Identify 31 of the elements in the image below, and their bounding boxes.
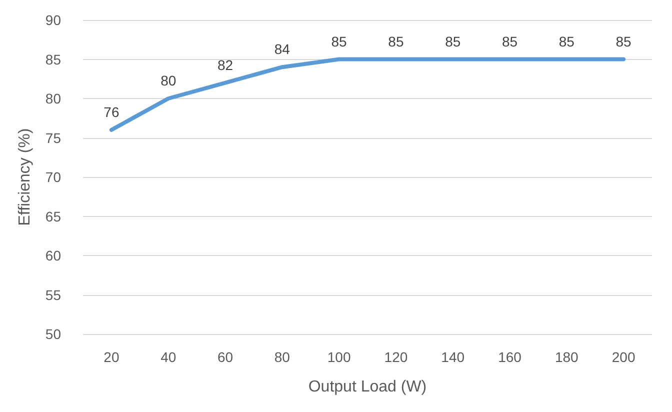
y-tick-label: 90: [45, 12, 62, 28]
y-tick-label: 85: [45, 51, 62, 68]
y-tick-label: 70: [45, 169, 62, 185]
x-tick-label: 160: [498, 349, 522, 365]
data-label: 82: [217, 56, 234, 73]
y-tick-label: 50: [45, 326, 62, 342]
data-label: 84: [274, 41, 290, 58]
x-tick-label: 120: [384, 349, 408, 365]
data-label: 80: [160, 72, 176, 88]
x-tick-label: 180: [554, 349, 579, 365]
data-label: 85: [388, 33, 404, 50]
data-label: 85: [558, 33, 575, 50]
x-tick-label: 100: [327, 349, 351, 365]
y-tick-label: 65: [45, 208, 62, 224]
data-label: 85: [331, 33, 348, 50]
x-tick-label: 200: [612, 349, 636, 365]
y-tick-label: 75: [45, 130, 62, 146]
y-tick-label: 80: [45, 90, 62, 106]
x-tick-label: 40: [160, 349, 176, 365]
data-label: 85: [502, 33, 518, 50]
y-tick-label: 60: [45, 248, 62, 264]
y-tick-label: 55: [45, 286, 62, 303]
x-tick-label: 60: [217, 349, 234, 365]
x-tick-label: 80: [274, 349, 290, 365]
data-label: 76: [104, 104, 120, 120]
data-label: 85: [445, 33, 461, 50]
x-tick-label: 140: [441, 349, 465, 365]
x-tick-label: 20: [104, 349, 120, 365]
data-label: 85: [616, 33, 632, 50]
y-axis-title: Efficiency (%): [16, 128, 34, 226]
x-axis-title: Output Load (W): [308, 378, 427, 396]
